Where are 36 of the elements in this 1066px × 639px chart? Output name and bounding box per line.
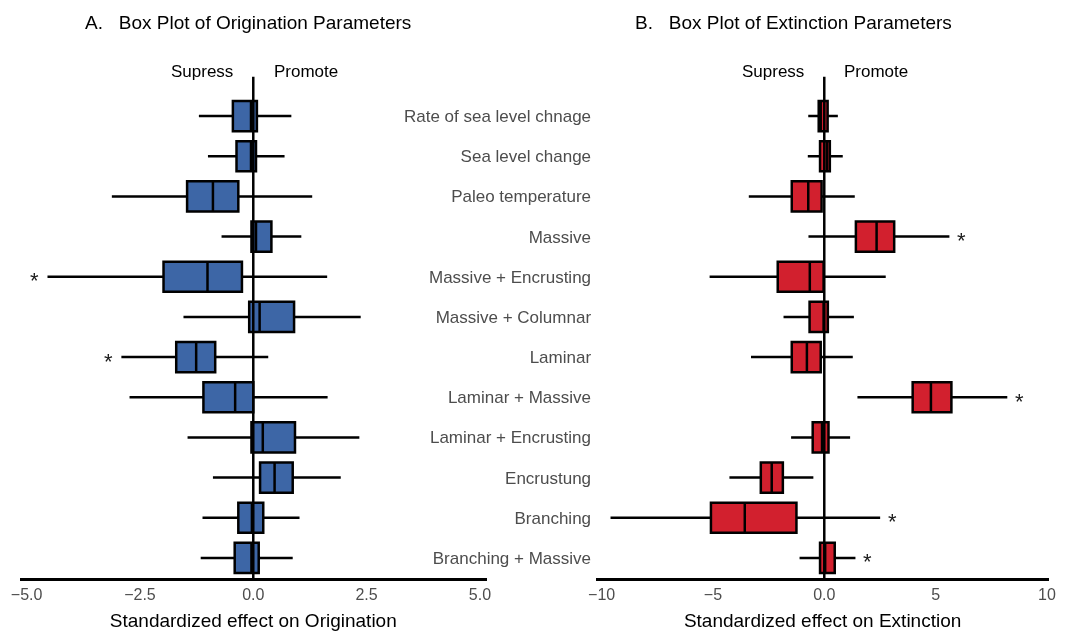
- x-tick-label: 5: [931, 585, 941, 603]
- y-tick-label: Massive: [528, 227, 592, 247]
- y-tick-label: Rate of sea level chnage: [403, 107, 592, 127]
- y-tick-label: Massive + Columnar: [435, 307, 592, 327]
- annotation: Promote: [844, 62, 909, 81]
- annotation: *: [888, 509, 897, 534]
- chart-title: A. Box Plot of Origination Parameters: [85, 12, 412, 33]
- y-tick-label: Sea level change: [460, 147, 592, 167]
- y-tick-label: Laminar + Massive: [447, 388, 592, 408]
- annotation: Supress: [171, 62, 234, 81]
- y-tick-label: Paleo temperature: [451, 187, 592, 207]
- x-tick-label: 5.0: [468, 585, 492, 603]
- y-tick-label: Encrustung: [505, 468, 592, 488]
- x-tick-label: 0.0: [813, 585, 836, 603]
- x-axis-title: Standardized effect on Origination: [109, 609, 397, 631]
- annotation: Promote: [274, 62, 339, 81]
- y-tick-label: Laminar: [529, 348, 592, 368]
- y-tick-label: Branching: [514, 508, 592, 528]
- x-tick-label: −2.5: [124, 585, 156, 603]
- chart-title: B. Box Plot of Extinction Parameters: [635, 12, 952, 33]
- x-tick-label: −5.0: [10, 585, 43, 603]
- x-tick-label: 10: [1038, 585, 1056, 603]
- annotation: *: [30, 268, 39, 293]
- x-tick-label: 0.0: [242, 585, 265, 603]
- annotation: Supress: [742, 62, 805, 81]
- annotation: *: [1015, 389, 1024, 414]
- annotation: *: [863, 549, 872, 574]
- y-tick-label: Branching + Massive: [432, 548, 592, 568]
- x-tick-label: 2.5: [355, 585, 378, 603]
- x-tick-label: −10: [588, 585, 616, 603]
- x-axis-title: Standardized effect on Extinction: [683, 609, 962, 631]
- annotation: *: [104, 349, 113, 374]
- y-tick-label: Laminar + Encrusting: [429, 428, 592, 448]
- x-tick-label: −5: [703, 585, 723, 603]
- y-tick-label: Massive + Encrusting: [429, 267, 592, 287]
- annotation: *: [957, 228, 966, 253]
